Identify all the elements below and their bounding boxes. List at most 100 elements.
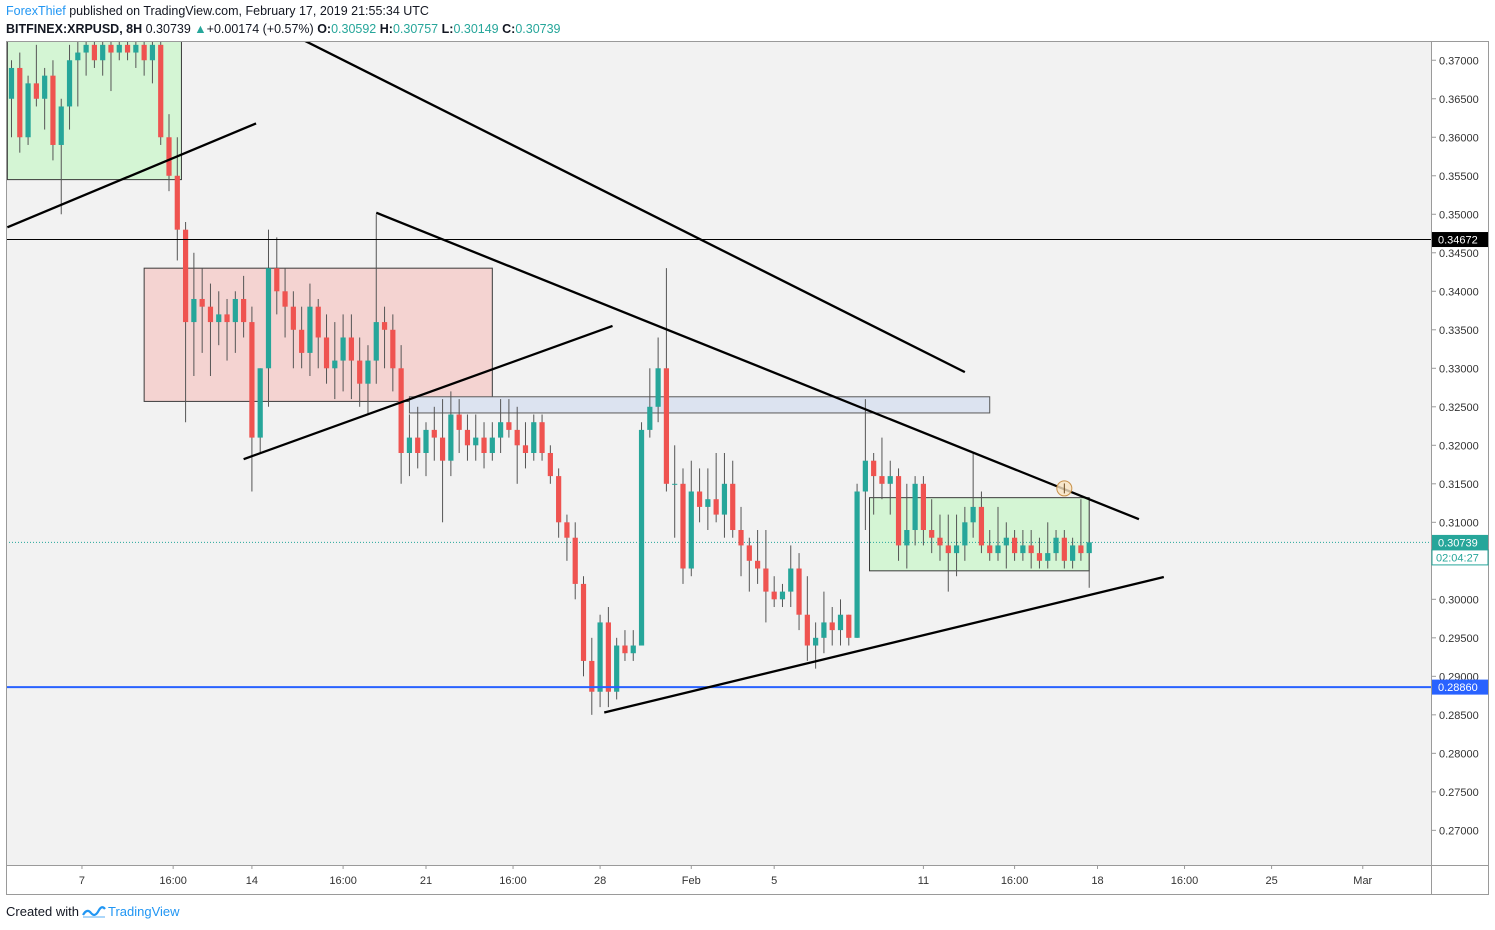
candle-body	[580, 583, 587, 661]
tradingview-brand[interactable]: TradingView	[82, 904, 180, 919]
candle-body	[199, 298, 205, 307]
candle-body	[33, 83, 39, 99]
candle-body	[207, 306, 214, 323]
x-tick-label: 16:00	[329, 875, 357, 887]
candle-body	[605, 622, 611, 692]
candle-body	[100, 44, 106, 61]
candle-body	[299, 329, 305, 353]
candle-body	[448, 414, 454, 461]
candle-body	[871, 460, 877, 477]
resistance-price-label-bg	[1432, 232, 1488, 248]
y-tick-label: 0.33000	[1439, 363, 1479, 375]
candle-body	[224, 314, 230, 323]
candle-body	[315, 306, 321, 338]
candle-body	[630, 645, 636, 654]
candle-body	[531, 422, 537, 453]
candle-body	[232, 298, 238, 323]
open-label: O:	[317, 22, 332, 36]
candle-body	[879, 476, 885, 484]
candle-body	[887, 476, 893, 484]
y-tick-label: 0.27500	[1439, 787, 1479, 799]
candle-body	[920, 483, 926, 531]
candle-body	[290, 306, 296, 330]
candle-body	[987, 545, 993, 554]
plot-layer	[6, 41, 1431, 715]
y-tick-label: 0.30000	[1439, 594, 1479, 606]
x-tick-label: 11	[918, 875, 929, 887]
candle-body	[904, 530, 910, 546]
candle-body	[332, 360, 338, 369]
x-tick-label: 5	[771, 875, 777, 887]
candle-body	[796, 568, 802, 615]
y-tick-label: 0.36500	[1439, 94, 1479, 106]
candle-body	[464, 429, 471, 446]
y-tick-label: 0.27000	[1439, 825, 1479, 837]
candle-body	[622, 645, 628, 654]
symbol-label[interactable]: BITFINEX:XRPUSD, 8H	[6, 22, 143, 36]
y-tick-label: 0.32000	[1439, 440, 1479, 452]
candle-body	[547, 453, 553, 477]
x-tick-label: 25	[1265, 875, 1277, 887]
candle-body	[191, 298, 197, 323]
trendline-0	[6, 122, 257, 229]
candle-body	[216, 314, 222, 323]
candle-body	[597, 622, 603, 692]
x-tick-label: 28	[594, 875, 606, 887]
ticker-legend: BITFINEX:XRPUSD, 8H 0.30739 ▲+0.00174 (+…	[6, 21, 561, 38]
candle-body	[738, 530, 744, 546]
x-tick-label: 14	[246, 875, 258, 887]
candle-body	[158, 44, 164, 138]
candle-body	[929, 530, 935, 538]
candle-body	[1003, 537, 1009, 546]
close-label: C:	[502, 22, 516, 36]
candle-body	[721, 483, 728, 515]
candle-body	[174, 175, 180, 230]
created-with-text: Created with	[6, 904, 79, 919]
trendline-1	[302, 41, 966, 374]
candle-body	[763, 568, 769, 592]
candle-body	[854, 491, 860, 638]
candle-body	[348, 337, 354, 361]
y-tick-label: 0.35500	[1439, 171, 1479, 183]
candle-body	[647, 406, 653, 430]
chart-area[interactable]: 0.37000 0.36500 0.36000 0.35500 0.35000 0.345…	[6, 41, 1489, 895]
candle-body	[788, 568, 794, 592]
candle-body	[357, 360, 363, 384]
x-tick-label: 7	[79, 875, 85, 887]
y-tick-label: 0.28500	[1439, 710, 1479, 722]
change-value: +0.00174 (+0.57%)	[206, 22, 314, 36]
candle-body	[498, 422, 504, 438]
price-chart[interactable]: 0.37000 0.36500 0.36000 0.35500 0.35000 0.345…	[6, 41, 1489, 895]
tradingview-logo-icon	[82, 905, 106, 918]
candle-body	[25, 83, 31, 138]
candle-body	[539, 422, 545, 453]
trendline-4	[603, 575, 1165, 714]
candle-body	[846, 614, 852, 638]
candle-body	[895, 476, 902, 546]
candle-body	[771, 591, 777, 600]
low-label: L:	[441, 22, 454, 36]
y-tick-label: 0.33500	[1439, 325, 1479, 337]
candle-body	[746, 545, 752, 561]
candle-body	[398, 368, 404, 453]
candle-body	[638, 429, 645, 646]
candle-body	[962, 522, 968, 546]
candle-body	[439, 437, 446, 461]
candle-body	[705, 499, 711, 507]
candle-body	[116, 44, 122, 53]
change-up-icon: ▲	[194, 22, 207, 36]
candle-body	[1011, 537, 1018, 554]
candle-body	[779, 591, 786, 600]
author-link[interactable]: ForexThief	[6, 4, 66, 18]
y-tick-label: 0.34500	[1439, 248, 1479, 260]
y-tick-label: 0.28000	[1439, 748, 1479, 760]
candle-body	[66, 60, 73, 107]
candle-body	[489, 437, 495, 453]
candle-body	[912, 483, 918, 531]
candle-body	[274, 268, 280, 292]
current-price-label-bg	[1432, 534, 1488, 550]
y-tick-label: 0.32500	[1439, 402, 1479, 414]
candle-body	[75, 52, 81, 61]
candle-body	[713, 499, 719, 515]
candle-body	[141, 44, 147, 61]
